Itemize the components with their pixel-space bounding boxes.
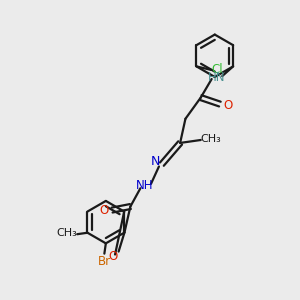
Text: Cl: Cl (211, 63, 223, 76)
Text: O: O (108, 250, 117, 262)
Text: Br: Br (98, 255, 111, 268)
Text: NH: NH (136, 179, 154, 192)
Text: HN: HN (208, 71, 226, 84)
Text: N: N (151, 155, 160, 168)
Text: O: O (99, 204, 109, 217)
Text: CH₃: CH₃ (200, 134, 221, 144)
Text: CH₃: CH₃ (56, 228, 76, 238)
Text: O: O (224, 99, 233, 112)
